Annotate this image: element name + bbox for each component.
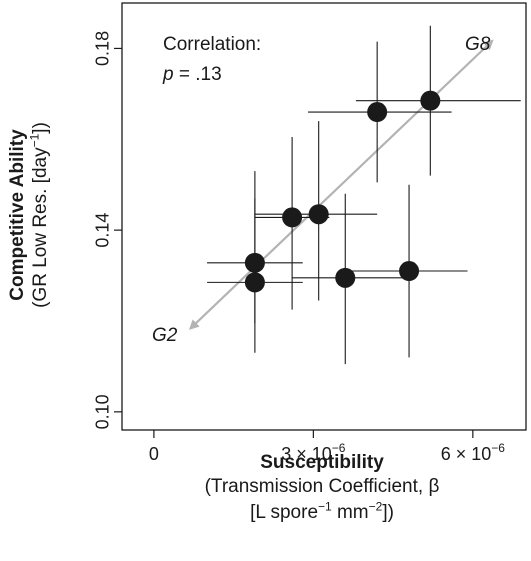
data-point bbox=[308, 204, 329, 225]
data-point bbox=[244, 252, 265, 273]
x-axis-title-units: [L spore−1 mm−2]) bbox=[250, 499, 394, 523]
trend-arrow bbox=[188, 39, 494, 330]
data-point bbox=[367, 102, 388, 123]
x-axis-title: Susceptibility (Transmission Coefficient… bbox=[122, 452, 522, 526]
correlation-p-value: p = .13 bbox=[163, 64, 222, 85]
data-point bbox=[244, 272, 265, 293]
y-axis-title-main: Competitive Ability bbox=[7, 129, 28, 301]
data-point bbox=[282, 207, 303, 228]
y-axis-title: Competitive Ability (GR Low Res. [day−1]… bbox=[0, 0, 60, 430]
x-tick-label: 3 × 10−6 bbox=[281, 441, 346, 464]
x-axis-title-main: Susceptibility bbox=[260, 452, 384, 473]
correlation-title: Correlation: bbox=[163, 34, 262, 55]
data-point bbox=[399, 261, 420, 282]
y-tick-label: 0.18 bbox=[93, 31, 113, 66]
data-point bbox=[335, 267, 356, 288]
arrow-label-end: G8 bbox=[465, 34, 491, 55]
data-point bbox=[420, 90, 441, 111]
x-tick-label: 6 × 10−6 bbox=[441, 441, 506, 464]
y-axis-title-units: (GR Low Res. [day−1]) bbox=[27, 122, 51, 308]
x-axis-title-line2: (Transmission Coefficient, β bbox=[204, 476, 440, 497]
plot-frame bbox=[121, 2, 527, 431]
arrow-label-start: G2 bbox=[152, 325, 178, 346]
y-tick-label: 0.10 bbox=[93, 394, 113, 429]
y-tick-label: 0.14 bbox=[93, 213, 113, 248]
x-tick-label: 0 bbox=[149, 444, 159, 464]
